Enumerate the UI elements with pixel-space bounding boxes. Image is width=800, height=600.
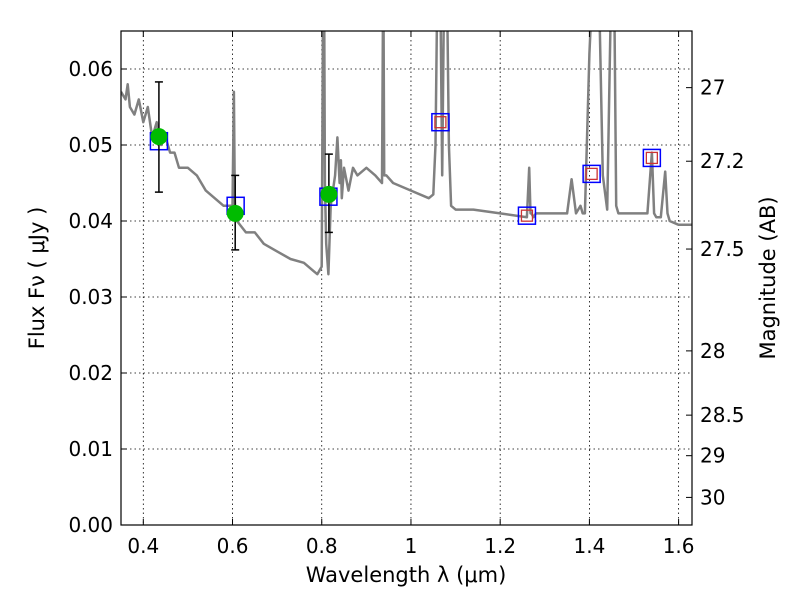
x-tick-label: 0.6: [217, 534, 249, 558]
x-tick-label: 1.4: [573, 534, 605, 558]
limit-point: [520, 209, 534, 222]
right-tick-label: 30: [700, 485, 725, 509]
right-tick-label: 27: [700, 76, 725, 100]
right-axis-label: Magnitude (AB): [756, 196, 780, 359]
observed-photometry-point: [150, 128, 168, 146]
x-tick-label: 0.4: [127, 534, 159, 558]
right-tick-label: 28: [700, 339, 725, 363]
right-tick-label: 28.5: [700, 403, 745, 427]
right-tick-label: 27.2: [700, 149, 745, 173]
axis-ticks: 0.4 0.6 0.8 1 1.2 1.4 1.6 0.00 0.01 0.02 0.03 0.04 0…: [68, 31, 745, 558]
plot-area: [121, 31, 692, 276]
y-tick-label: 0.05: [68, 133, 113, 157]
right-tick-label: 29: [700, 444, 725, 468]
limit-point: [585, 167, 598, 181]
x-tick-label: 1.2: [484, 534, 516, 558]
x-tick-label: 1: [405, 534, 418, 558]
y-tick-label: 0.06: [68, 57, 113, 81]
x-tick-label: 0.8: [306, 534, 338, 558]
model-photometry-point: [431, 112, 450, 132]
limit-point: [645, 151, 659, 165]
y-tick-label: 0.03: [68, 285, 113, 309]
y-tick-label: 0.04: [68, 209, 113, 233]
limit-point: [434, 116, 447, 129]
y-tick-label: 0.02: [68, 361, 113, 385]
observed-photometry-point: [320, 185, 338, 203]
model-photometry-point: [582, 164, 601, 184]
y-axis-label: Flux Fν ( μJy ): [25, 207, 49, 350]
plot-frame: [120, 30, 693, 526]
x-tick-label: 1.6: [663, 534, 695, 558]
right-tick-label: 27.5: [700, 237, 745, 261]
x-axis-label: Wavelength λ (μm): [306, 563, 507, 587]
y-tick-label: 0.01: [68, 437, 113, 461]
y-tick-label: 0.00: [68, 513, 113, 537]
observed-photometry-point: [226, 204, 244, 222]
model-sed-line: [121, 31, 692, 276]
model-photometry-point: [517, 206, 537, 225]
model-photometry-point: [642, 148, 662, 168]
